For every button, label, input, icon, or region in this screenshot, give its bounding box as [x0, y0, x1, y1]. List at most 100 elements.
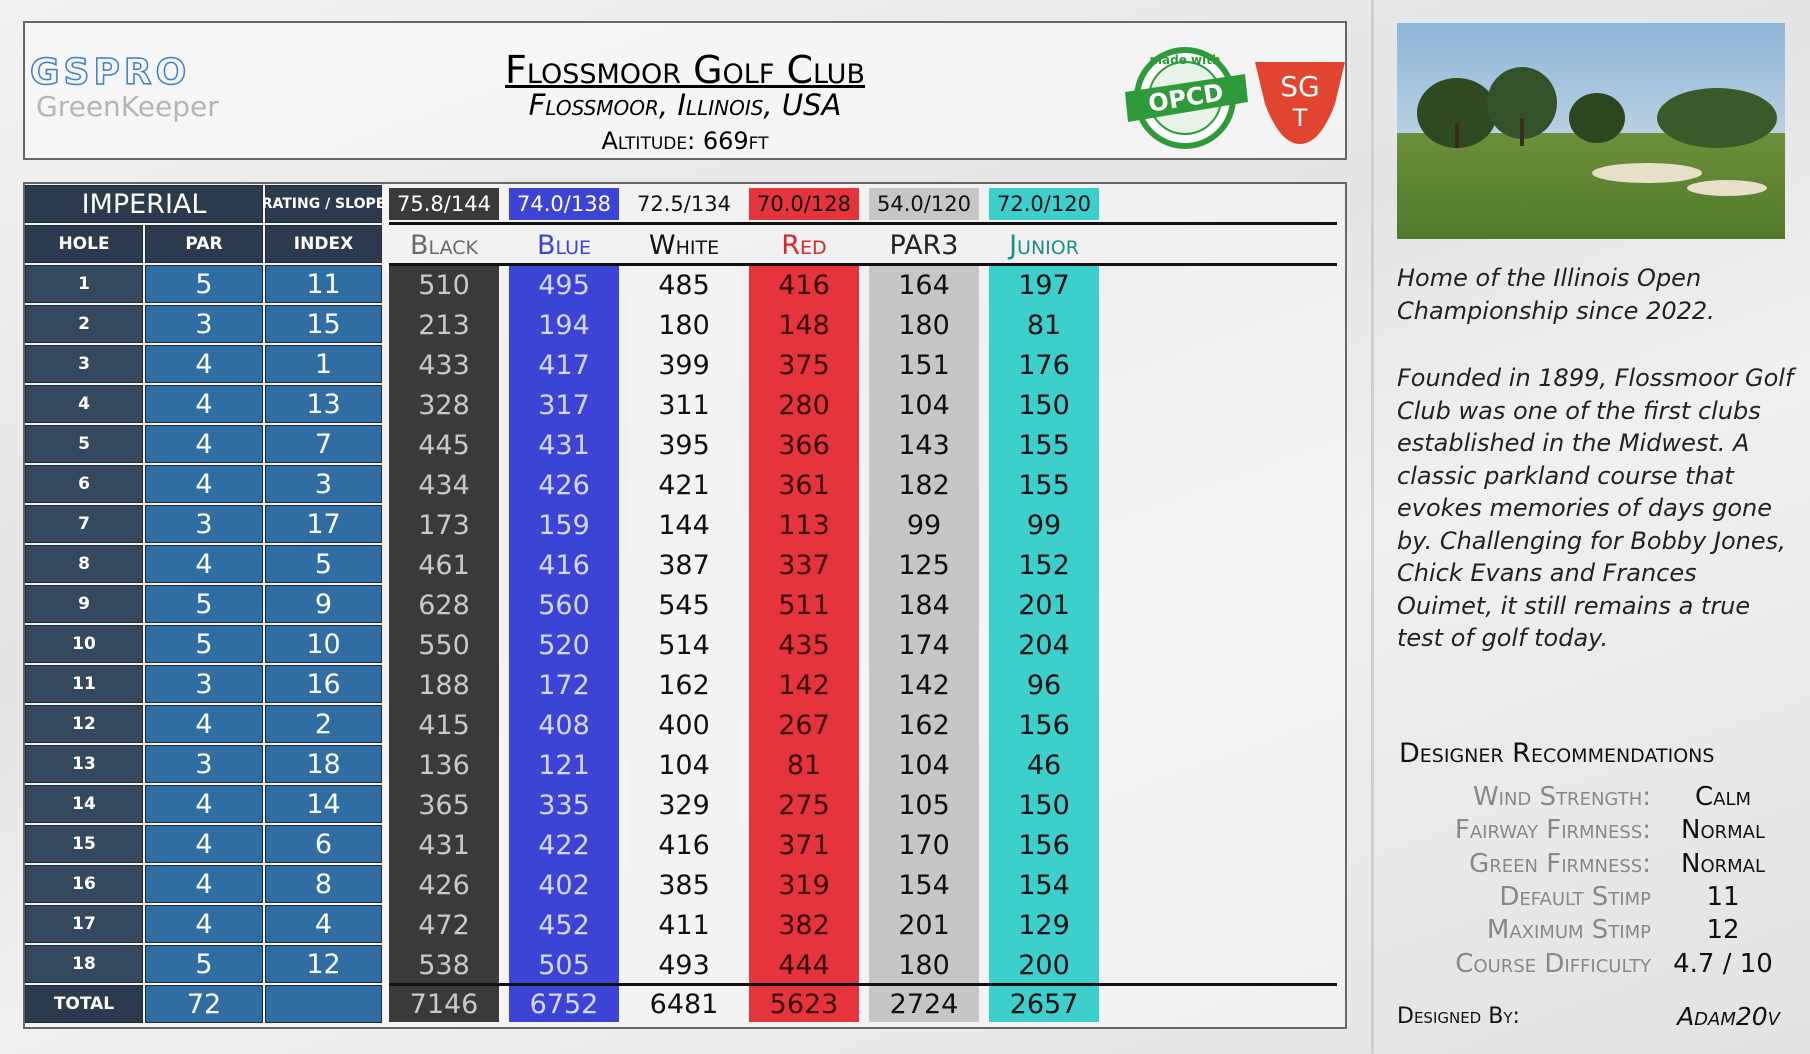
rule-line: [389, 263, 1337, 266]
yardage: 371: [778, 829, 830, 861]
yardage: 366: [778, 429, 830, 461]
yardage: 156: [1018, 829, 1070, 861]
yardage: 150: [1018, 389, 1070, 421]
yardage: 104: [898, 389, 950, 421]
hole-index: 4: [265, 905, 382, 943]
hole-par: 5: [145, 585, 263, 623]
hole-number: 16: [25, 865, 143, 903]
yardage: 155: [1018, 469, 1070, 501]
recommendation-label: Fairway Firmness:: [1454, 815, 1651, 846]
yardage: 311: [658, 389, 710, 421]
logos: made with OPCD SG T: [1125, 47, 1345, 149]
tee-rating: 54.0/120: [869, 188, 979, 220]
yardage: 495: [538, 269, 590, 301]
hole-number: 11: [25, 665, 143, 703]
yardage: 365: [418, 789, 470, 821]
recommendation-label: Default Stimp: [1499, 881, 1651, 912]
yardage: 472: [418, 909, 470, 941]
yardage: 520: [538, 629, 590, 661]
hole-par: 5: [145, 945, 263, 983]
tee-name: Blue: [536, 229, 592, 261]
yardage: 99: [906, 509, 942, 541]
yardage: 150: [1018, 789, 1070, 821]
hole-par: 5: [145, 265, 263, 303]
sgt-logo: [1255, 62, 1345, 144]
yardage: 180: [658, 309, 710, 341]
yardage: 188: [418, 669, 470, 701]
hole-index: 10: [265, 625, 382, 663]
yardage: 151: [898, 349, 950, 381]
yardage: 375: [778, 349, 830, 381]
hole-par: 4: [145, 705, 263, 743]
recommendation-value: Normal: [1681, 815, 1765, 846]
yardage: 164: [898, 269, 950, 301]
recommendation-value: 4.7 / 10: [1673, 948, 1773, 979]
hole-par: 4: [145, 785, 263, 823]
tee-name: Black: [410, 229, 478, 261]
yardage: 628: [418, 589, 470, 621]
unit-label: IMPERIAL: [25, 185, 263, 223]
rule-line: [389, 983, 1337, 986]
yardage: 152: [1018, 549, 1070, 581]
hole-par: 4: [145, 345, 263, 383]
tee-rating: 75.8/144: [389, 188, 499, 220]
hole-index: 16: [265, 665, 382, 703]
hole-index: 7: [265, 425, 382, 463]
yardage: 104: [658, 749, 710, 781]
hole-index: 2: [265, 705, 382, 743]
hole-number: 2: [25, 305, 143, 343]
hole-number: 4: [25, 385, 143, 423]
yardage: 156: [1018, 709, 1070, 741]
yardage: 434: [418, 469, 470, 501]
course-location: Flossmoor, Illinois, USA: [528, 88, 842, 122]
hole-index: 17: [265, 505, 382, 543]
yardage: 172: [538, 669, 590, 701]
hole-number: 17: [25, 905, 143, 943]
yardage: 121: [538, 749, 590, 781]
yardage: 415: [418, 709, 470, 741]
sgt-top: SG: [1280, 70, 1319, 103]
hole-par: 5: [145, 625, 263, 663]
hole-number: 18: [25, 945, 143, 983]
yardage: 96: [1026, 669, 1062, 701]
recommendation-value: 12: [1706, 915, 1740, 946]
yardage: 461: [418, 549, 470, 581]
recommendation-label: Maximum Stimp: [1486, 915, 1651, 946]
hole-number: 13: [25, 745, 143, 783]
yardage: 435: [778, 629, 830, 661]
hole-number: 6: [25, 465, 143, 503]
yardage: 129: [1018, 909, 1070, 941]
hole-number: 1: [25, 265, 143, 303]
hole-number: 12: [25, 705, 143, 743]
recommendations-title: Designer Recommendations: [1399, 738, 1715, 769]
yardage: 510: [418, 269, 470, 301]
recommendation-value: Normal: [1681, 848, 1765, 879]
yardage: 328: [418, 389, 470, 421]
yardage: 493: [658, 949, 710, 981]
column-header: PAR: [145, 225, 263, 263]
hole-par: 4: [145, 425, 263, 463]
yardage: 445: [418, 429, 470, 461]
yardage: 180: [898, 949, 950, 981]
tee-strip: [509, 265, 619, 985]
hole-number: 14: [25, 785, 143, 823]
hole-par: 3: [145, 665, 263, 703]
yardage: 422: [538, 829, 590, 861]
altitude: Altitude: 669ft: [601, 127, 769, 155]
yardage: 197: [1018, 269, 1070, 301]
course-title: Flossmoor Golf Club: [505, 48, 865, 92]
hole-number: 7: [25, 505, 143, 543]
designed-by: Adam20v: [1677, 1002, 1780, 1031]
yardage: 155: [1018, 429, 1070, 461]
hole-index: 15: [265, 305, 382, 343]
yardage: 113: [778, 509, 830, 541]
yardage: 550: [418, 629, 470, 661]
yardage: 335: [538, 789, 590, 821]
yardage: 317: [538, 389, 590, 421]
hole-index: 13: [265, 385, 382, 423]
yardage: 395: [658, 429, 710, 461]
recommendation-value: Calm: [1694, 782, 1752, 812]
yardage: 162: [898, 709, 950, 741]
yardage: 402: [538, 869, 590, 901]
yardage: 319: [778, 869, 830, 901]
